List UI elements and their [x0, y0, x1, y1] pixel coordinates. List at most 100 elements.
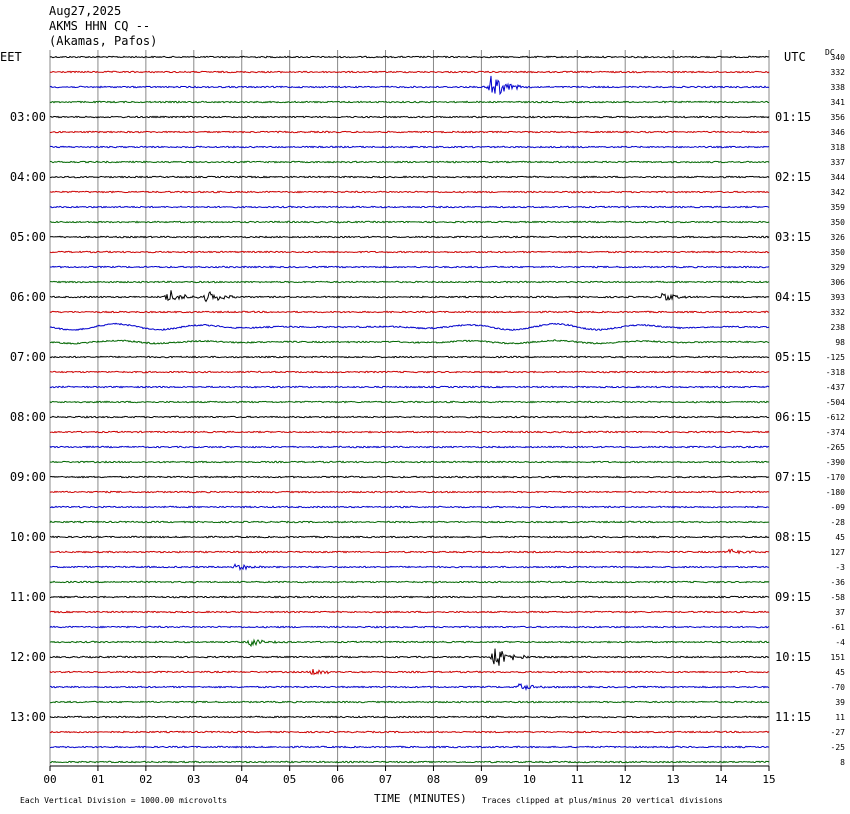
trace-28 — [49, 475, 770, 479]
trace-30 — [49, 505, 770, 509]
dc-offset-27: -390 — [826, 458, 845, 467]
dc-offset-1: 332 — [831, 68, 846, 77]
dc-offset-20: -125 — [826, 353, 845, 362]
right-hour-label: 09:15 — [775, 590, 811, 604]
left-hour-label: 07:00 — [10, 350, 46, 364]
dc-offset-23: -504 — [826, 398, 845, 407]
left-hour-label: 10:00 — [10, 530, 46, 544]
dc-offset-14: 329 — [831, 263, 846, 272]
dc-offset-36: -58 — [831, 593, 846, 602]
trace-43 — [49, 700, 769, 704]
trace-15 — [50, 280, 770, 284]
trace-14 — [49, 265, 770, 269]
dc-offset-10: 359 — [831, 203, 846, 212]
x-tick-label-14: 14 — [714, 773, 728, 786]
dc-offset-13: 350 — [831, 248, 846, 257]
left-hour-label: 09:00 — [10, 470, 46, 484]
x-tick-label-08: 08 — [427, 773, 440, 786]
dc-offset-35: -36 — [831, 578, 846, 587]
dc-offset-32: 45 — [835, 533, 845, 542]
trace-0 — [49, 55, 770, 59]
x-tick-label-04: 04 — [235, 773, 249, 786]
right-hour-label: 11:15 — [775, 710, 811, 724]
dc-offset-45: -27 — [831, 728, 846, 737]
dc-offset-22: -437 — [826, 383, 845, 392]
dc-offset-18: 238 — [831, 323, 846, 332]
right-hour-label: 10:15 — [775, 650, 811, 664]
trace-22 — [49, 385, 770, 389]
dc-offset-33: 127 — [831, 548, 846, 557]
right-hour-label: 02:15 — [775, 170, 811, 184]
dc-offset-15: 306 — [831, 278, 846, 287]
dc-offset-24: -612 — [826, 413, 845, 422]
trace-41 — [49, 669, 770, 676]
right-hour-label: 03:15 — [775, 230, 811, 244]
left-hour-label: 12:00 — [10, 650, 46, 664]
dc-offset-29: -180 — [826, 488, 845, 497]
trace-47 — [50, 760, 770, 764]
left-hour-label: 06:00 — [10, 290, 46, 304]
x-axis-ticks: 00 01 02 03 04 05 06 07 08 09 10 11 12 13 14 15 — [43, 766, 776, 786]
x-tick-label-11: 11 — [571, 773, 584, 786]
right-hour-label: 04:15 — [775, 290, 811, 304]
trace-21 — [50, 370, 770, 374]
dc-offset-25: -374 — [826, 428, 845, 437]
dc-offset-9: 342 — [831, 188, 846, 197]
dc-offset-37: 37 — [835, 608, 845, 617]
x-tick-label-12: 12 — [619, 773, 632, 786]
footer-clip-note: Traces clipped at plus/minus 20 vertical… — [482, 796, 723, 805]
trace-1 — [49, 70, 770, 74]
location-label: (Akamas, Pafos) — [49, 34, 158, 48]
trace-32 — [49, 535, 770, 539]
dc-offset-labels: 340 332 338 341 356 346 318 337 344 342 359 350 326 3… — [826, 53, 845, 767]
dc-offset-12: 326 — [831, 233, 846, 242]
minute-grid — [49, 50, 770, 767]
trace-34 — [49, 563, 769, 572]
trace-42 — [50, 683, 770, 692]
trace-5 — [49, 130, 770, 134]
right-hour-label: 01:15 — [775, 110, 811, 124]
dc-offset-28: -170 — [826, 473, 845, 482]
trace-6 — [49, 145, 770, 149]
trace-29 — [49, 490, 770, 494]
x-tick-label-07: 07 — [379, 773, 392, 786]
dc-offset-11: 350 — [831, 218, 846, 227]
dc-offset-31: -28 — [831, 518, 846, 527]
dc-offset-39: -4 — [835, 638, 845, 647]
trace-19 — [49, 339, 770, 345]
dc-offset-19: 98 — [835, 338, 845, 347]
left-hour-label: 05:00 — [10, 230, 46, 244]
trace-25 — [49, 430, 770, 434]
trace-40 — [49, 648, 770, 666]
right-timezone-label: UTC — [784, 50, 806, 64]
trace-12 — [50, 235, 770, 239]
dc-offset-43: 39 — [835, 698, 845, 707]
trace-3 — [49, 100, 769, 104]
left-hour-label: 08:00 — [10, 410, 46, 424]
trace-18 — [49, 322, 770, 331]
trace-26 — [49, 445, 770, 449]
trace-11 — [50, 220, 770, 224]
dc-offset-46: -25 — [831, 743, 846, 752]
dc-offset-30: -09 — [831, 503, 846, 512]
dc-offset-7: 337 — [831, 158, 846, 167]
trace-4 — [49, 115, 770, 119]
trace-39 — [49, 638, 770, 648]
dc-offset-40: 151 — [831, 653, 846, 662]
dc-offset-42: -70 — [831, 683, 846, 692]
left-hour-label: 13:00 — [10, 710, 46, 724]
trace-7 — [49, 160, 770, 164]
trace-2 — [49, 75, 770, 96]
dc-offset-3: 341 — [831, 98, 846, 107]
right-hour-label: 06:15 — [775, 410, 811, 424]
dc-offset-4: 356 — [831, 113, 846, 122]
trace-9 — [49, 190, 770, 194]
dc-offset-21: -318 — [826, 368, 845, 377]
trace-16 — [49, 290, 770, 303]
dc-offset-17: 332 — [831, 308, 846, 317]
trace-13 — [49, 250, 770, 254]
trace-33 — [49, 548, 770, 555]
right-hour-label: 05:15 — [775, 350, 811, 364]
dc-offset-26: -265 — [826, 443, 845, 452]
left-hour-label: 11:00 — [10, 590, 46, 604]
